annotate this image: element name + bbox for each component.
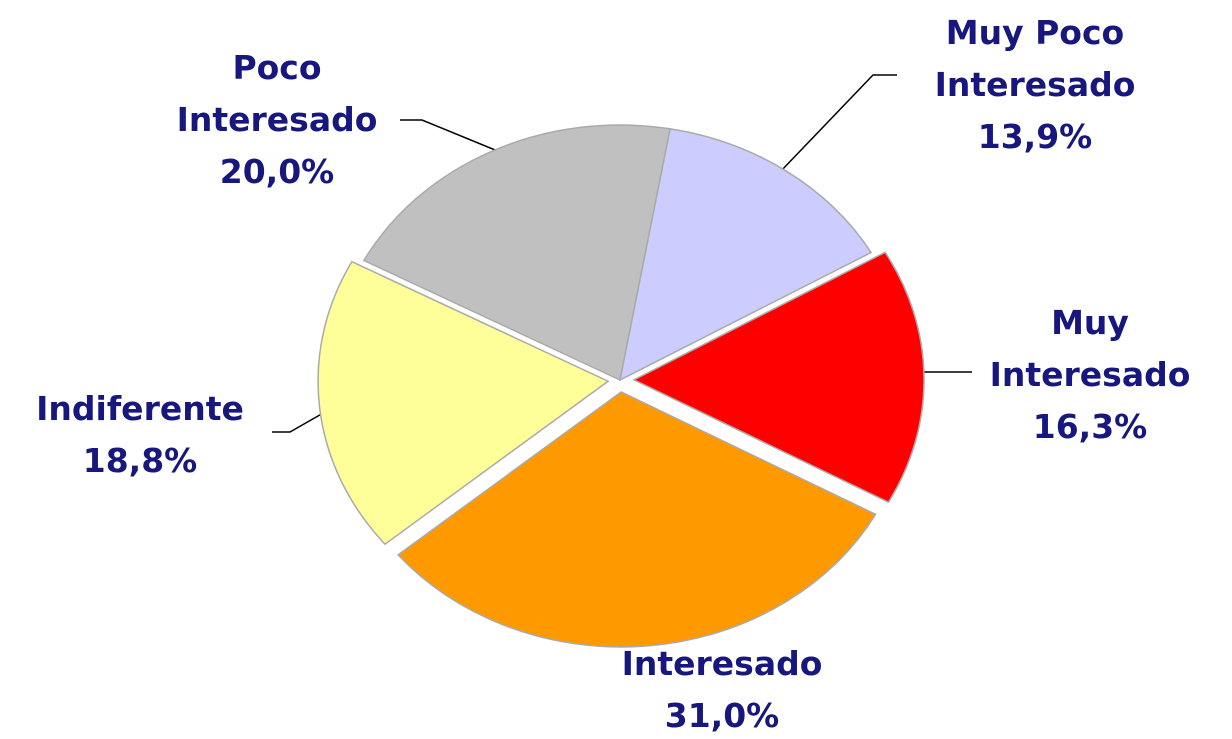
leader-line: [272, 407, 333, 433]
value-label: 13,9%: [977, 117, 1093, 156]
pie-slice: [362, 124, 672, 382]
category-label: Poco Interesado: [176, 48, 378, 139]
leader-line: [779, 74, 897, 173]
pie-slice: [618, 127, 873, 382]
slice-label: Interesado 31,0%: [592, 638, 852, 739]
value-label: 16,3%: [1032, 407, 1148, 446]
pie-slice: [396, 391, 877, 648]
value-label: 20,0%: [219, 152, 335, 191]
pie-slice: [317, 260, 610, 546]
category-label: Indiferente: [36, 389, 244, 428]
value-label: 31,0%: [664, 696, 780, 735]
slice-label: Muy Interesado 16,3%: [960, 297, 1220, 453]
pie-slice: [632, 251, 925, 504]
slice-label: Indiferente 18,8%: [10, 383, 270, 487]
category-label: Muy Poco Interesado: [934, 13, 1136, 104]
category-label: Muy Interesado: [989, 303, 1191, 394]
leader-line: [400, 119, 501, 153]
value-label: 18,8%: [82, 441, 198, 480]
category-label: Interesado: [621, 644, 823, 683]
slice-label: Muy Poco Interesado 13,9%: [905, 7, 1165, 163]
slice-label: Poco Interesado 20,0%: [147, 42, 407, 198]
